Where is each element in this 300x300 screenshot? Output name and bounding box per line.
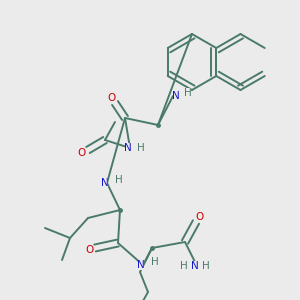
Text: N: N (124, 143, 132, 153)
FancyBboxPatch shape (181, 261, 187, 271)
FancyBboxPatch shape (203, 261, 209, 271)
FancyBboxPatch shape (173, 91, 179, 101)
Text: N: N (137, 260, 145, 270)
FancyBboxPatch shape (116, 175, 122, 185)
Text: N: N (191, 261, 199, 271)
FancyBboxPatch shape (79, 148, 85, 158)
Text: H: H (151, 257, 159, 267)
Text: O: O (85, 245, 93, 255)
FancyBboxPatch shape (109, 93, 115, 103)
Text: H: H (115, 175, 123, 185)
Text: N: N (172, 91, 180, 101)
FancyBboxPatch shape (102, 178, 108, 188)
Text: H: H (202, 261, 210, 271)
FancyBboxPatch shape (196, 212, 202, 222)
FancyBboxPatch shape (185, 88, 191, 98)
FancyBboxPatch shape (138, 260, 144, 270)
FancyBboxPatch shape (138, 143, 144, 153)
FancyBboxPatch shape (152, 257, 158, 267)
Text: O: O (195, 212, 203, 222)
Text: H: H (137, 143, 145, 153)
FancyBboxPatch shape (86, 245, 92, 255)
Text: O: O (78, 148, 86, 158)
Text: H: H (180, 261, 188, 271)
Text: H: H (184, 88, 192, 98)
FancyBboxPatch shape (192, 261, 198, 271)
Text: O: O (108, 93, 116, 103)
FancyBboxPatch shape (125, 143, 131, 153)
Text: N: N (101, 178, 109, 188)
